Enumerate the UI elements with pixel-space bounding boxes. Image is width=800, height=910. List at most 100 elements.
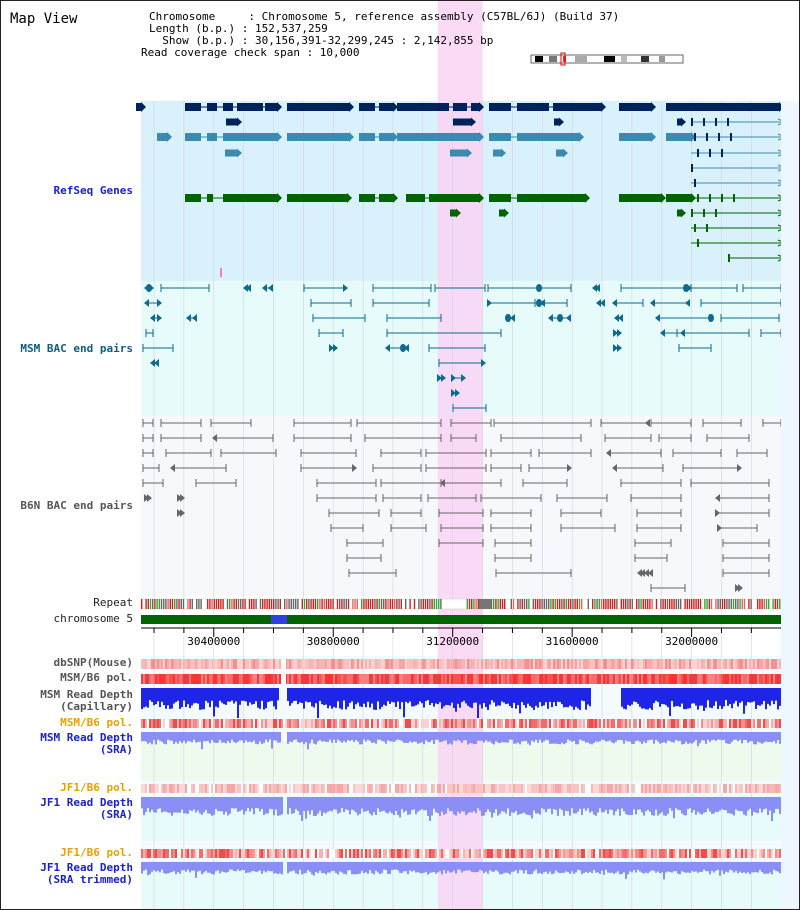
heat-cell [483,719,485,728]
track-label-jf1-b6-polymorphism[interactable]: JF1/B6 pol. [60,781,133,794]
track-label-msm-b6-polymorphism[interactable]: MSM/B6 pol. [60,671,133,684]
heat-cell [149,674,151,684]
bac-end-arrow [343,284,348,292]
gene-exon [556,149,563,157]
depth-bar [599,797,601,809]
track-label-jf1-read-depth-sra[interactable]: JF1 Read Depth (SRA) [40,797,133,821]
heat-cell [639,674,641,684]
heat-cell [645,784,647,793]
track-label-refseq-genes[interactable]: RefSeq Genes [53,184,133,197]
depth-bar [561,797,563,811]
depth-bar [347,688,349,707]
heat-cell [179,659,181,669]
heat-cell [483,784,485,793]
heat-cell [667,659,669,669]
heat-cell [487,849,489,858]
gene-strand-arrow [501,148,506,158]
heat-cell [211,674,213,684]
depth-bar [449,732,451,744]
depth-bar [323,862,325,874]
track-label-dbsnp[interactable]: dbSNP(Mouse) [53,656,133,669]
repeat-element [174,599,176,609]
depth-bar [619,797,621,816]
track-label-repeat[interactable]: Repeat [93,596,133,609]
depth-bar [625,862,627,879]
track-label-b6n-bac-end-pairs[interactable]: B6N BAC end pairs [20,499,133,512]
heat-cell [227,719,229,728]
heat-cell [399,849,401,858]
depth-bar [159,862,161,873]
depth-bar [201,862,203,875]
heat-cell [389,674,391,684]
depth-bar [565,732,567,744]
bac-end-arrow [566,314,571,322]
heat-cell [329,674,331,684]
heat-cell [197,659,199,669]
heat-cell [553,674,555,684]
depth-bar [623,797,625,812]
depth-bar [299,797,301,816]
heat-cell [543,849,545,858]
track-label-jf1-read-depth-sra-trimmed[interactable]: JF1 Read Depth (SRA trimmed) [40,862,133,886]
heat-cell [597,719,599,728]
heat-cell [369,849,371,858]
depth-bar [161,797,163,813]
depth-bar [305,688,307,702]
track-label-msm-read-depth-capillary[interactable]: MSM Read Depth (Capillary) [40,689,133,713]
track-label-msm-b6-polymorphism-sra[interactable]: MSM/B6 pol. [60,716,133,729]
heat-cell [759,674,761,684]
heat-cell [303,659,305,669]
track-label-msm-bac-end-pairs[interactable]: MSM BAC end pairs [20,342,133,355]
depth-bar [463,688,465,701]
heat-cell [143,849,145,858]
depth-bar [225,732,227,744]
depth-bar [473,732,475,745]
gene-exon [406,194,425,202]
depth-bar [249,732,251,742]
depth-bar [529,862,531,875]
heat-cell [157,659,159,669]
depth-bar [723,732,725,740]
gene-exon [185,194,201,202]
heat-cell [525,659,527,669]
track-label-msm-read-depth-sra[interactable]: MSM Read Depth (SRA) [40,732,133,756]
heat-cell [665,719,667,728]
heat-cell [611,719,613,728]
heat-cell [697,659,699,669]
heat-cell [737,674,739,684]
track-label-jf1-b6-polymorphism-trimmed[interactable]: JF1/B6 pol. [60,846,133,859]
depth-bar [297,862,299,875]
depth-bar [209,732,211,744]
depth-bar [585,732,587,743]
heat-cell [485,849,487,858]
heat-cell [561,659,563,669]
depth-bar [427,688,429,701]
heat-cell [205,674,207,684]
heat-cell [617,784,619,793]
depth-bar [723,688,725,707]
depth-bar [475,862,477,873]
depth-bar [615,797,617,812]
depth-bar [447,732,449,745]
depth-bar [587,732,589,743]
show-range-info: Show (b.p.) : 30,156,391-32,299,245 : 2,… [149,34,494,47]
depth-bar [765,688,767,710]
heat-cell [691,784,693,793]
heat-cell [393,849,395,858]
heat-cell [235,719,237,728]
depth-bar [149,688,151,701]
heat-cell [691,674,693,684]
heat-cell [547,719,549,728]
repeat-element [433,599,435,609]
heat-cell [479,719,481,728]
depth-bar [379,732,381,740]
heat-cell [345,849,347,858]
depth-bar [523,732,525,742]
depth-bar [605,862,607,870]
heat-cell [155,784,157,793]
track-label-chromosome[interactable]: chromosome 5 [53,612,133,625]
heat-cell [275,659,277,669]
heat-cell [195,674,197,684]
depth-bar [333,732,335,740]
